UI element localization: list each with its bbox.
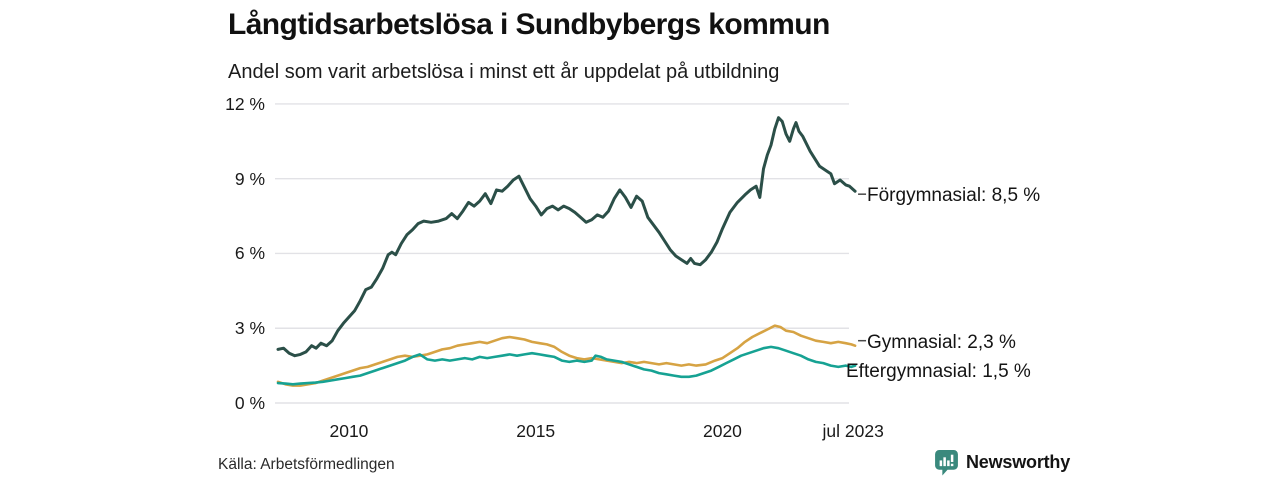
- series-line-eftergymnasial: [276, 345, 857, 386]
- x-axis-tick-label: jul 2023: [822, 421, 884, 441]
- source-note: Källa: Arbetsförmedlingen: [218, 456, 395, 473]
- series-line-förgymnasial: [276, 116, 857, 358]
- series-line-gymnasial: [276, 324, 857, 387]
- series-end-label-eftergymnasial: Eftergymnasial: 1,5 %: [846, 360, 1031, 382]
- x-axis-tick-label: 2020: [702, 421, 742, 441]
- x-axis-tick-label: 2010: [329, 421, 369, 441]
- chart-subtitle: Andel som varit arbetslösa i minst ett å…: [228, 61, 780, 83]
- newsworthy-logo-icon: [935, 450, 958, 476]
- y-axis-tick-label: 12 %: [225, 93, 265, 114]
- chart-title: Långtidsarbetslösa i Sundbybergs kommun: [228, 8, 830, 41]
- y-axis-tick-label: 3 %: [234, 318, 265, 339]
- series-end-label-gymnasial: Gymnasial: 2,3 %: [867, 331, 1016, 353]
- series-end-label-förgymnasial: Förgymnasial: 8,5 %: [867, 185, 1041, 207]
- y-axis-tick-label: 0 %: [234, 393, 265, 413]
- x-axis-tick-label: 2015: [516, 421, 556, 441]
- y-axis-tick-label: 9 %: [234, 168, 265, 189]
- newsworthy-logo-text: Newsworthy: [966, 452, 1071, 472]
- newsworthy-brand: Newsworthy: [934, 449, 1070, 476]
- y-axis-tick-label: 6 %: [234, 243, 265, 264]
